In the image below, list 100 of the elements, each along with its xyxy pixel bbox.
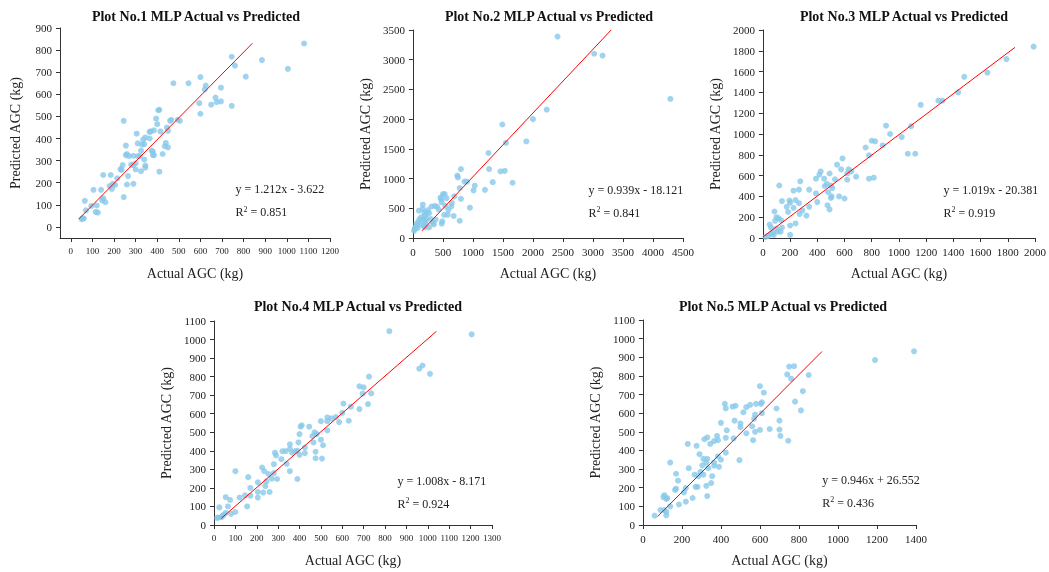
x-tick-label: 1400 <box>905 532 928 545</box>
y-tick-label: 400 <box>35 132 53 145</box>
x-tick-label: 200 <box>781 245 799 258</box>
y-tick-label: 500 <box>618 425 636 438</box>
y-tick-label: 100 <box>189 500 207 513</box>
x-tick-label: 0 <box>410 245 417 258</box>
y-tick-label: 1000 <box>732 128 756 140</box>
chart-title: Plot No.5 MLP Actual vs Predicted <box>678 298 888 314</box>
x-tick-label: 800 <box>236 245 251 256</box>
x-tick-label: 0 <box>211 532 217 543</box>
annotation: y = 1.212x - 3.622 <box>235 182 325 197</box>
y-tick-label: 1200 <box>732 107 756 120</box>
y-tick-label: 0 <box>749 232 756 244</box>
x-tick-label: 800 <box>863 245 881 258</box>
x-tick-label: 1100 <box>440 532 459 543</box>
x-tick-label: 0 <box>68 245 74 256</box>
y-tick-label: 200 <box>189 481 207 494</box>
x-tick-label: 700 <box>215 245 230 256</box>
y-tick-label: 100 <box>618 500 636 513</box>
y-tick-label: 500 <box>189 426 207 439</box>
y-tick-label: 700 <box>189 389 207 402</box>
x-tick-label: 1000 <box>826 532 850 545</box>
x-tick-label: 500 <box>172 245 187 256</box>
x-tick-label: 1600 <box>969 245 993 258</box>
y-tick-label: 1800 <box>732 44 756 57</box>
x-axis-title: Actual AGC (kg) <box>731 552 828 569</box>
x-tick-label: 800 <box>790 532 808 545</box>
x-tick-label: 200 <box>107 245 122 256</box>
y-tick-label: 0 <box>629 519 636 531</box>
x-axis-title: Actual AGC (kg) <box>146 265 244 282</box>
annotation: y = 0.946x + 26.552 <box>822 472 920 487</box>
y-tick-label: 500 <box>388 202 406 215</box>
chart-title: Plot No.2 MLP Actual vs Predicted <box>444 8 654 24</box>
x-tick-label: 1200 <box>915 245 938 258</box>
x-tick-label: 300 <box>128 245 143 256</box>
x-tick-label: 700 <box>356 532 371 543</box>
y-tick-label: 800 <box>618 369 636 382</box>
chart-title: Plot No.1 MLP Actual vs Predicted <box>91 8 301 24</box>
y-tick-label: 900 <box>189 352 207 365</box>
annotation: y = 1.008x - 8.171 <box>397 473 487 488</box>
y-tick-label: 400 <box>738 190 756 203</box>
y-tick-label: 900 <box>35 22 53 34</box>
x-tick-label: 1800 <box>996 245 1020 258</box>
annotation: y = 0.939x - 18.121 <box>588 182 684 197</box>
x-tick-label: 100 <box>85 245 100 256</box>
x-tick-label: 1100 <box>299 245 318 256</box>
x-tick-label: 1200 <box>461 532 481 543</box>
x-tick-label: 4000 <box>641 245 665 258</box>
x-tick-label: 900 <box>258 245 273 256</box>
x-tick-label: 100 <box>228 532 243 543</box>
x-tick-label: 2500 <box>551 245 575 258</box>
y-tick-label: 800 <box>738 148 756 161</box>
x-tick-label: 1300 <box>483 532 502 543</box>
y-tick-label: 1400 <box>732 86 756 99</box>
y-tick-label: 0 <box>399 232 406 244</box>
x-tick-label: 4500 <box>672 245 695 258</box>
x-axis-title: Actual AGC (kg) <box>850 265 948 282</box>
x-tick-label: 1000 <box>277 245 297 256</box>
y-tick-label: 300 <box>35 154 53 167</box>
x-tick-label: 1000 <box>418 532 438 543</box>
x-tick-label: 1400 <box>942 245 965 258</box>
x-tick-label: 400 <box>292 532 307 543</box>
x-tick-label: 1200 <box>865 532 889 545</box>
y-tick-label: 1500 <box>382 142 406 155</box>
y-tick-label: 2500 <box>382 83 406 96</box>
y-tick-label: 1000 <box>184 333 207 346</box>
x-tick-label: 400 <box>712 532 730 545</box>
x-tick-label: 0 <box>640 532 647 545</box>
annotation: y = 1.019x - 20.381 <box>943 182 1039 197</box>
x-tick-label: 2000 <box>521 245 545 258</box>
y-tick-label: 1100 <box>184 315 207 327</box>
y-tick-label: 100 <box>35 198 53 211</box>
y-tick-label: 700 <box>618 388 636 401</box>
y-tick-label: 200 <box>618 481 636 494</box>
x-tick-label: 1000 <box>887 245 911 258</box>
y-tick-label: 2000 <box>382 113 406 126</box>
y-axis-title: Predicted AGC (kg) <box>158 366 175 479</box>
y-tick-label: 300 <box>618 463 636 476</box>
chart-title: Plot No.3 MLP Actual vs Predicted <box>799 8 1009 24</box>
y-tick-label: 500 <box>35 110 53 123</box>
x-tick-label: 0 <box>760 245 767 258</box>
y-axis-title: Predicted AGC (kg) <box>587 366 604 479</box>
y-tick-label: 600 <box>35 88 53 101</box>
y-axis-title: Predicted AGC (kg) <box>707 77 724 190</box>
x-tick-label: 900 <box>399 532 414 543</box>
y-tick-label: 0 <box>200 519 207 531</box>
x-tick-label: 300 <box>271 532 286 543</box>
x-tick-label: 600 <box>836 245 854 258</box>
x-tick-label: 500 <box>434 245 452 258</box>
y-tick-label: 1000 <box>612 332 636 345</box>
y-tick-label: 600 <box>618 407 636 420</box>
y-tick-label: 2000 <box>732 24 756 36</box>
y-tick-label: 1000 <box>382 172 406 185</box>
y-tick-label: 800 <box>35 44 53 57</box>
x-tick-label: 400 <box>150 245 165 256</box>
x-tick-label: 1200 <box>321 245 340 256</box>
y-tick-label: 700 <box>35 66 53 79</box>
y-axis-title: Predicted AGC (kg) <box>357 77 374 190</box>
y-tick-label: 400 <box>189 444 207 457</box>
y-tick-label: 900 <box>618 351 636 364</box>
